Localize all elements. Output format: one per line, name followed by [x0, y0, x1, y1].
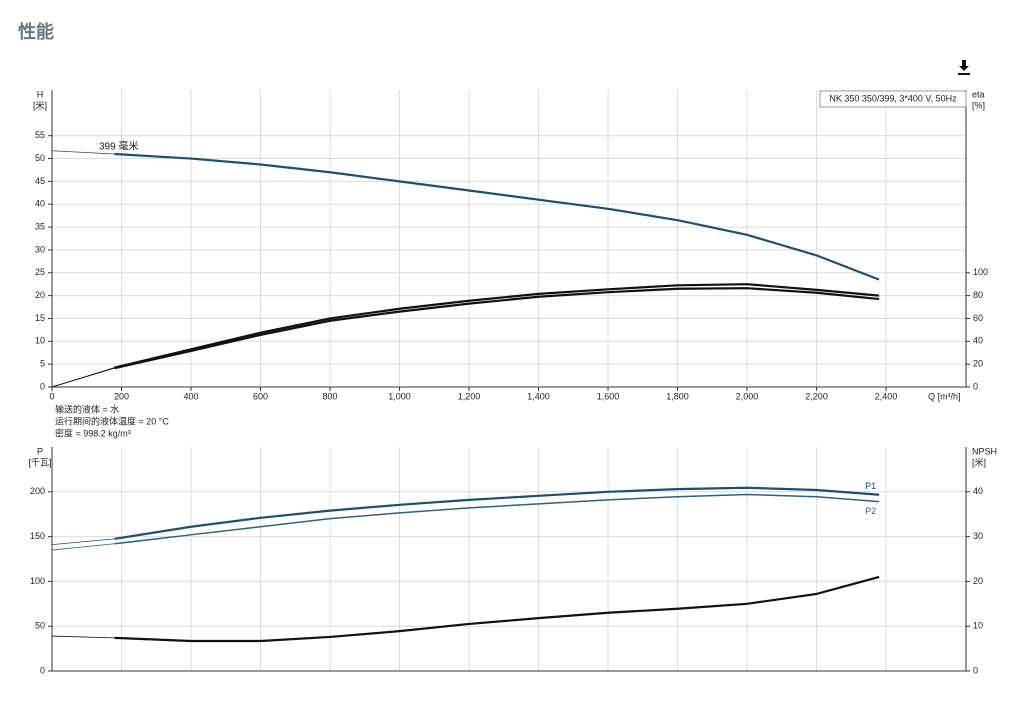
y-tick-label: 10 — [35, 336, 45, 346]
x-tick-label: 1,600 — [597, 391, 620, 401]
y2-tick-label: 20 — [973, 576, 983, 586]
y2-tick-label: 0 — [973, 381, 978, 391]
series-line — [114, 575, 880, 643]
y2-tick-label: 10 — [973, 621, 983, 631]
y-tick-label: 45 — [35, 176, 45, 186]
series-line — [114, 152, 880, 281]
y2-axis-label: eta — [972, 89, 985, 99]
x-tick-label: 400 — [183, 391, 198, 401]
download-icon — [959, 60, 969, 71]
download-button[interactable] — [958, 60, 970, 75]
y-axis-label: P — [37, 446, 43, 456]
x-tick-label: 200 — [114, 391, 129, 401]
series-line-extension — [51, 150, 115, 155]
series-line-extension — [51, 538, 115, 546]
y-axis-unit: [米] — [33, 99, 47, 110]
x-tick-label: 600 — [253, 391, 268, 401]
x-tick-label: 2,200 — [805, 391, 828, 401]
y2-axis-unit: [%] — [972, 100, 985, 110]
y2-tick-label: 30 — [973, 531, 983, 541]
series-line — [114, 287, 880, 370]
y-tick-label: 50 — [35, 153, 45, 163]
y2-tick-label: 40 — [973, 486, 983, 496]
series-line-extension — [51, 543, 115, 551]
series-label: P1 — [865, 481, 876, 491]
note: 输送的液体 = 水 — [55, 403, 119, 414]
y-tick-label: 40 — [35, 199, 45, 209]
y-tick-label: 0 — [40, 381, 45, 391]
x-tick-label: 2,000 — [736, 391, 759, 401]
legend-box — [819, 90, 967, 108]
note: 密度 = 998.2 kg/m³ — [55, 427, 131, 438]
x-axis-label: Q [m³/h] — [928, 391, 961, 401]
y2-axis-unit: [米] — [972, 456, 986, 467]
y2-tick-label: 20 — [973, 359, 983, 369]
y-tick-label: 5 — [40, 359, 45, 369]
y-tick-label: 25 — [35, 267, 45, 277]
x-tick-label: 800 — [323, 391, 338, 401]
y-tick-label: 100 — [30, 576, 45, 586]
y-tick-label: 30 — [35, 244, 45, 254]
note: 运行期间的液体温度 = 20 °C — [55, 415, 169, 426]
series-label: P2 — [865, 506, 876, 516]
y-tick-label: 0 — [40, 665, 45, 675]
y-tick-label: 55 — [35, 130, 45, 140]
y-tick-label: 150 — [30, 531, 45, 541]
download-icon-base — [958, 73, 970, 75]
series-line — [114, 283, 880, 369]
x-tick-label: 1,800 — [666, 391, 689, 401]
y-axis-unit: [千瓦] — [28, 457, 51, 467]
x-tick-label: 0 — [49, 391, 54, 401]
y2-axis-label: NPSH — [972, 446, 997, 456]
y2-tick-label: 80 — [973, 290, 983, 300]
series-line — [114, 493, 880, 545]
series-line — [114, 486, 880, 540]
y2-tick-label: 60 — [973, 313, 983, 323]
y-tick-label: 20 — [35, 290, 45, 300]
x-tick-label: 2,400 — [875, 391, 898, 401]
series-line-extension — [51, 635, 115, 639]
x-tick-label: 1,200 — [458, 391, 481, 401]
page-title: 性能 — [18, 21, 54, 42]
y2-tick-label: 100 — [973, 267, 988, 277]
x-tick-label: 1,000 — [388, 391, 411, 401]
y-axis-label: H — [37, 89, 44, 99]
series-line-extension — [51, 367, 115, 388]
y-tick-label: 35 — [35, 221, 45, 231]
y2-tick-label: 0 — [973, 665, 978, 675]
annotation: 399 毫米 — [99, 140, 138, 153]
x-tick-label: 1,400 — [527, 391, 550, 401]
legend-title: NK 350 350/399, 3*400 V, 50Hz — [829, 93, 957, 103]
y2-tick-label: 40 — [973, 336, 983, 346]
y-tick-label: 200 — [30, 486, 45, 496]
y-tick-label: 50 — [35, 621, 45, 631]
y-tick-label: 15 — [35, 313, 45, 323]
